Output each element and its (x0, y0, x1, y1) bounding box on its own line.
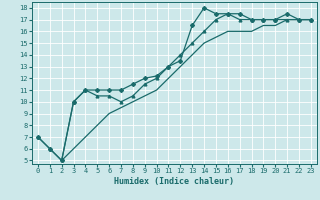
X-axis label: Humidex (Indice chaleur): Humidex (Indice chaleur) (115, 177, 234, 186)
